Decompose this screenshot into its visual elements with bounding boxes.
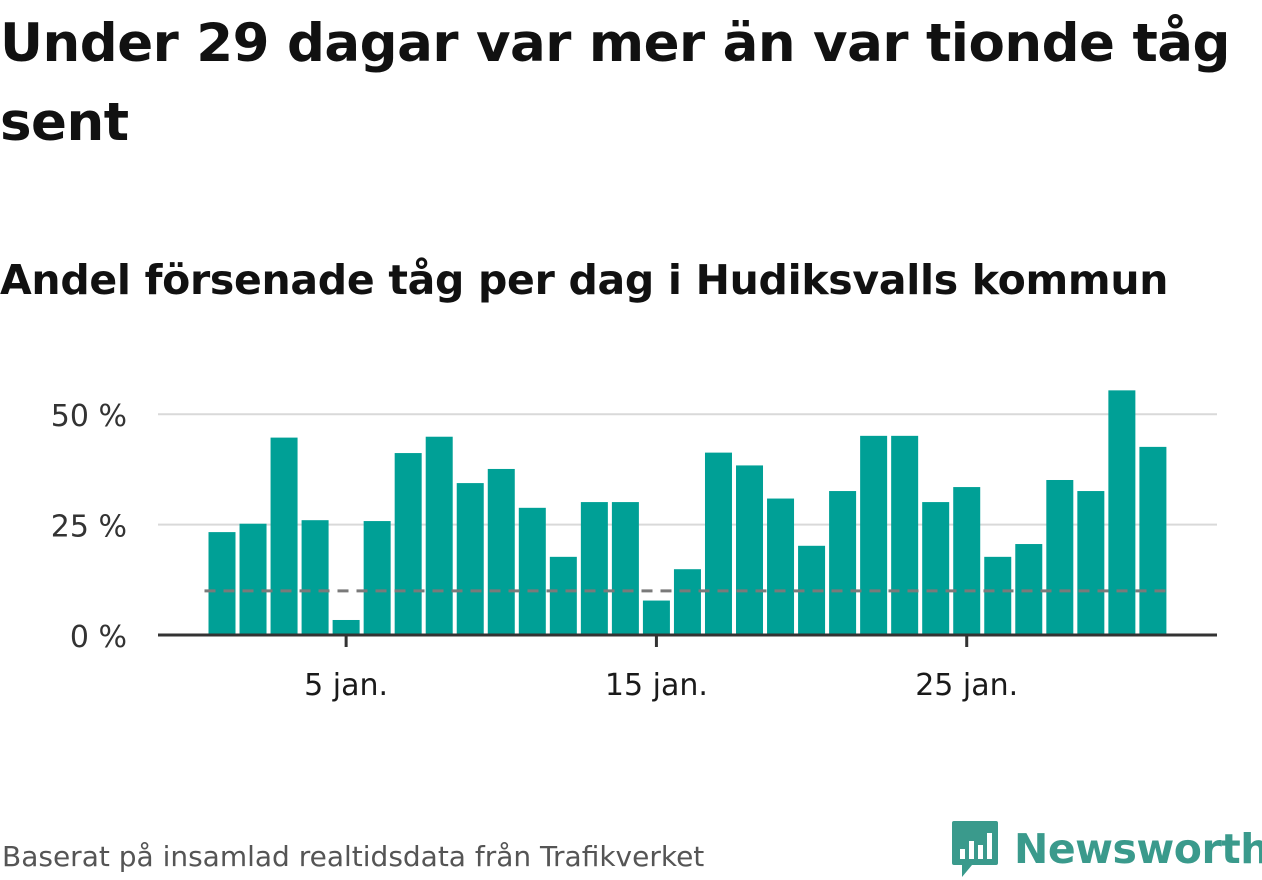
- bar: [829, 491, 857, 635]
- newsworthy-logo-icon: [952, 821, 998, 877]
- bar: [767, 498, 795, 635]
- bar: [922, 502, 950, 635]
- bar: [549, 556, 577, 635]
- source-note: Baserat på insamlad realtidsdata från Tr…: [2, 840, 705, 873]
- bar: [1108, 390, 1136, 635]
- bar: [891, 435, 919, 635]
- bar: [704, 452, 732, 635]
- y-tick-label: 0 %: [70, 620, 127, 655]
- brand-name: Newsworthy: [1014, 825, 1262, 873]
- brand: Newsworthy: [950, 818, 1262, 880]
- x-tick-label: 15 jan.: [605, 668, 708, 703]
- bar: [270, 437, 298, 635]
- chart-title: Under 29 dagar var mer än var tionde tåg…: [0, 13, 1230, 153]
- bar: [301, 520, 329, 635]
- bar: [425, 436, 453, 635]
- bar: [642, 600, 670, 635]
- bar: [518, 507, 546, 635]
- bar: [736, 465, 764, 635]
- y-tick-label: 50 %: [51, 399, 127, 434]
- x-tick-label: 25 jan.: [915, 668, 1018, 703]
- bar: [394, 453, 422, 635]
- chart-subtitle: Andel försenade tåg per dag i Hudiksvall…: [0, 256, 1169, 304]
- bar: [239, 523, 267, 635]
- bar: [1139, 446, 1167, 635]
- bar: [1077, 491, 1105, 635]
- bar: [984, 556, 1012, 635]
- bar: [580, 502, 608, 635]
- bar: [332, 619, 360, 635]
- bar: [860, 435, 888, 635]
- x-tick-label: 5 jan.: [304, 668, 388, 703]
- bar: [487, 468, 515, 635]
- bar: [673, 569, 701, 635]
- bar: [363, 521, 391, 635]
- bar: [611, 502, 639, 635]
- bar: [208, 532, 236, 635]
- bar-chart: 0 % 25 % 50 % 5 jan. 15 jan. 25 jan.: [51, 390, 1217, 703]
- bar: [953, 487, 981, 635]
- y-tick-label: 25 %: [51, 510, 127, 545]
- bar: [1046, 479, 1074, 635]
- bar: [456, 483, 484, 635]
